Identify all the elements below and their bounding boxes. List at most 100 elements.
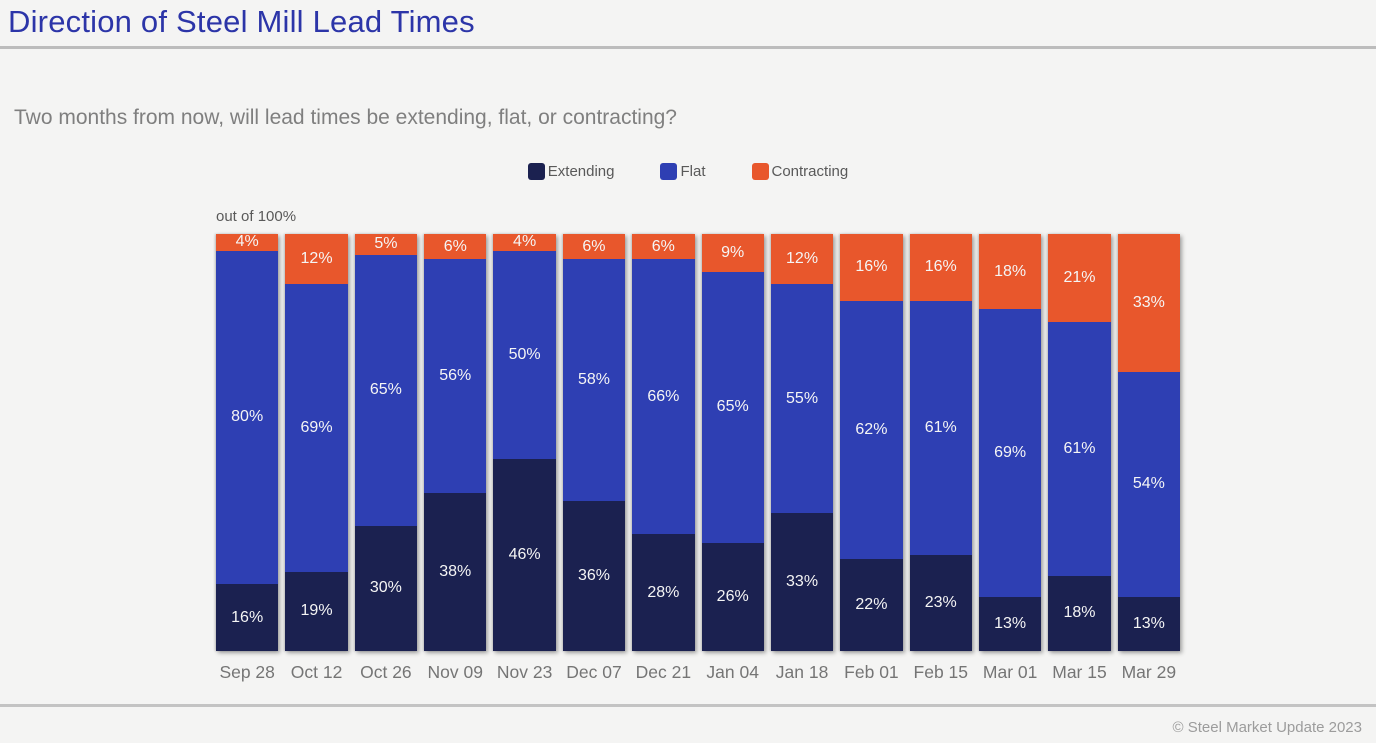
segment-extending: 28% <box>632 534 695 651</box>
segment-label: 62% <box>855 420 888 438</box>
bar-column: 16% 61% 23% <box>909 234 972 651</box>
segment-contracting: 12% <box>770 234 834 285</box>
segment-extending: 19% <box>285 571 348 651</box>
title-divider <box>0 46 1376 49</box>
segment-extending: 22% <box>840 559 903 651</box>
segment-label: 13% <box>1132 614 1165 632</box>
segment-contracting: 6% <box>562 234 626 260</box>
segment-extending: 33% <box>770 513 834 651</box>
segment-label: 23% <box>924 594 957 612</box>
bar-column: 6% 56% 38% <box>424 234 487 651</box>
segment-label: 38% <box>439 562 472 580</box>
segment-label: 4% <box>235 233 259 251</box>
segment-contracting: 6% <box>632 234 695 260</box>
segment-contracting: 12% <box>285 234 348 285</box>
x-axis-label: Nov 23 <box>496 662 553 682</box>
segment-label: 12% <box>300 250 333 268</box>
axis-note: out of 100% <box>216 208 297 225</box>
segment-contracting: 6% <box>424 234 487 260</box>
page-title: Direction of Steel Mill Lead Times <box>8 4 475 39</box>
segment-extending: 46% <box>493 459 556 651</box>
legend-item-extending: Extending <box>527 163 615 180</box>
segment-flat: 55% <box>770 284 834 514</box>
segment-flat: 61% <box>1048 321 1111 576</box>
legend-label: Flat <box>680 163 706 180</box>
bar-column: 6% 58% 36% <box>562 234 626 651</box>
segment-flat: 61% <box>909 300 972 556</box>
bar-column: 6% 66% 28% <box>632 234 695 651</box>
x-axis-label: Sep 28 <box>219 662 275 682</box>
segment-label: 55% <box>786 389 819 407</box>
segment-contracting: 16% <box>909 234 972 301</box>
segment-label: 65% <box>716 398 749 416</box>
x-axis-labels: Sep 28 Oct 12 Oct 26 Nov 09 Nov 23 Dec 07 Dec … <box>216 662 1180 683</box>
segment-label: 28% <box>647 583 680 601</box>
segment-label: 61% <box>1063 439 1096 457</box>
segment-label: 6% <box>582 237 606 255</box>
x-axis-label: Feb 01 <box>844 662 899 682</box>
segment-contracting: 9% <box>701 234 764 272</box>
segment-extending: 13% <box>1117 596 1181 651</box>
segment-label: 26% <box>716 587 749 605</box>
survey-question: Two months from now, will lead times be … <box>14 106 677 129</box>
segment-label: 56% <box>439 366 472 384</box>
segment-label: 4% <box>513 233 537 251</box>
segment-contracting: 4% <box>216 233 279 251</box>
segment-label: 69% <box>994 443 1027 461</box>
segment-flat: 50% <box>493 250 556 460</box>
segment-contracting: 18% <box>978 234 1042 310</box>
segment-label: 58% <box>577 370 610 388</box>
bar-column: 16% 62% 22% <box>840 234 903 651</box>
x-axis-label: Feb 15 <box>913 662 969 682</box>
bar-column: 5% 65% 30% <box>354 234 418 651</box>
segment-flat: 65% <box>354 254 418 526</box>
segment-label: 5% <box>374 235 398 253</box>
x-axis-label: Oct 26 <box>360 662 412 682</box>
segment-extending: 18% <box>1048 575 1111 651</box>
segment-flat: 69% <box>978 309 1042 597</box>
x-axis-label: Jan 18 <box>775 662 829 682</box>
segment-contracting: 33% <box>1117 234 1181 372</box>
stacked-bar-chart: 4% 80% 16% 12% 69% 19% 5% 65% 30% 6% 56% 38% 4% 50% 46… <box>216 233 1181 651</box>
x-axis-label: Mar 29 <box>1121 662 1177 682</box>
segment-label: 33% <box>1132 293 1165 311</box>
x-axis-label: Nov 09 <box>427 662 483 682</box>
segment-label: 66% <box>647 387 680 405</box>
bar-column: 12% 55% 33% <box>770 234 834 651</box>
segment-extending: 13% <box>978 596 1042 651</box>
segment-contracting: 5% <box>354 234 418 255</box>
segment-label: 16% <box>231 608 264 626</box>
segment-flat: 65% <box>701 271 764 543</box>
segment-extending: 16% <box>216 584 279 651</box>
segment-label: 12% <box>786 250 819 268</box>
segment-label: 22% <box>855 596 888 614</box>
segment-flat: 66% <box>632 259 695 535</box>
segment-label: 46% <box>508 546 541 564</box>
segment-extending: 36% <box>562 500 626 651</box>
segment-flat: 58% <box>562 259 626 501</box>
bar-column: 33% 54% 13% <box>1117 234 1181 651</box>
legend-item-contracting: Contracting <box>751 163 849 180</box>
segment-extending: 38% <box>424 492 487 651</box>
x-axis-label: Mar 15 <box>1052 662 1107 682</box>
legend-label: Contracting <box>771 163 849 180</box>
segment-extending: 26% <box>701 542 764 651</box>
segment-label: 36% <box>577 566 610 584</box>
segment-extending: 23% <box>909 555 972 651</box>
segment-label: 13% <box>994 614 1027 632</box>
legend-label: Extending <box>547 163 615 180</box>
segment-label: 6% <box>443 237 467 255</box>
segment-contracting: 4% <box>493 233 556 251</box>
segment-flat: 69% <box>285 284 348 572</box>
x-axis-label: Oct 12 <box>290 662 343 682</box>
segment-label: 30% <box>369 579 402 597</box>
legend-swatch-contracting <box>751 163 769 180</box>
bar-column: 21% 61% 18% <box>1048 234 1111 651</box>
legend-swatch-extending <box>527 163 545 180</box>
bar-column: 12% 69% 19% <box>285 234 348 651</box>
bar-column: 4% 50% 46% <box>493 233 556 651</box>
legend-item-flat: Flat <box>660 163 706 180</box>
segment-label: 50% <box>508 345 541 363</box>
footer-divider <box>0 704 1376 707</box>
